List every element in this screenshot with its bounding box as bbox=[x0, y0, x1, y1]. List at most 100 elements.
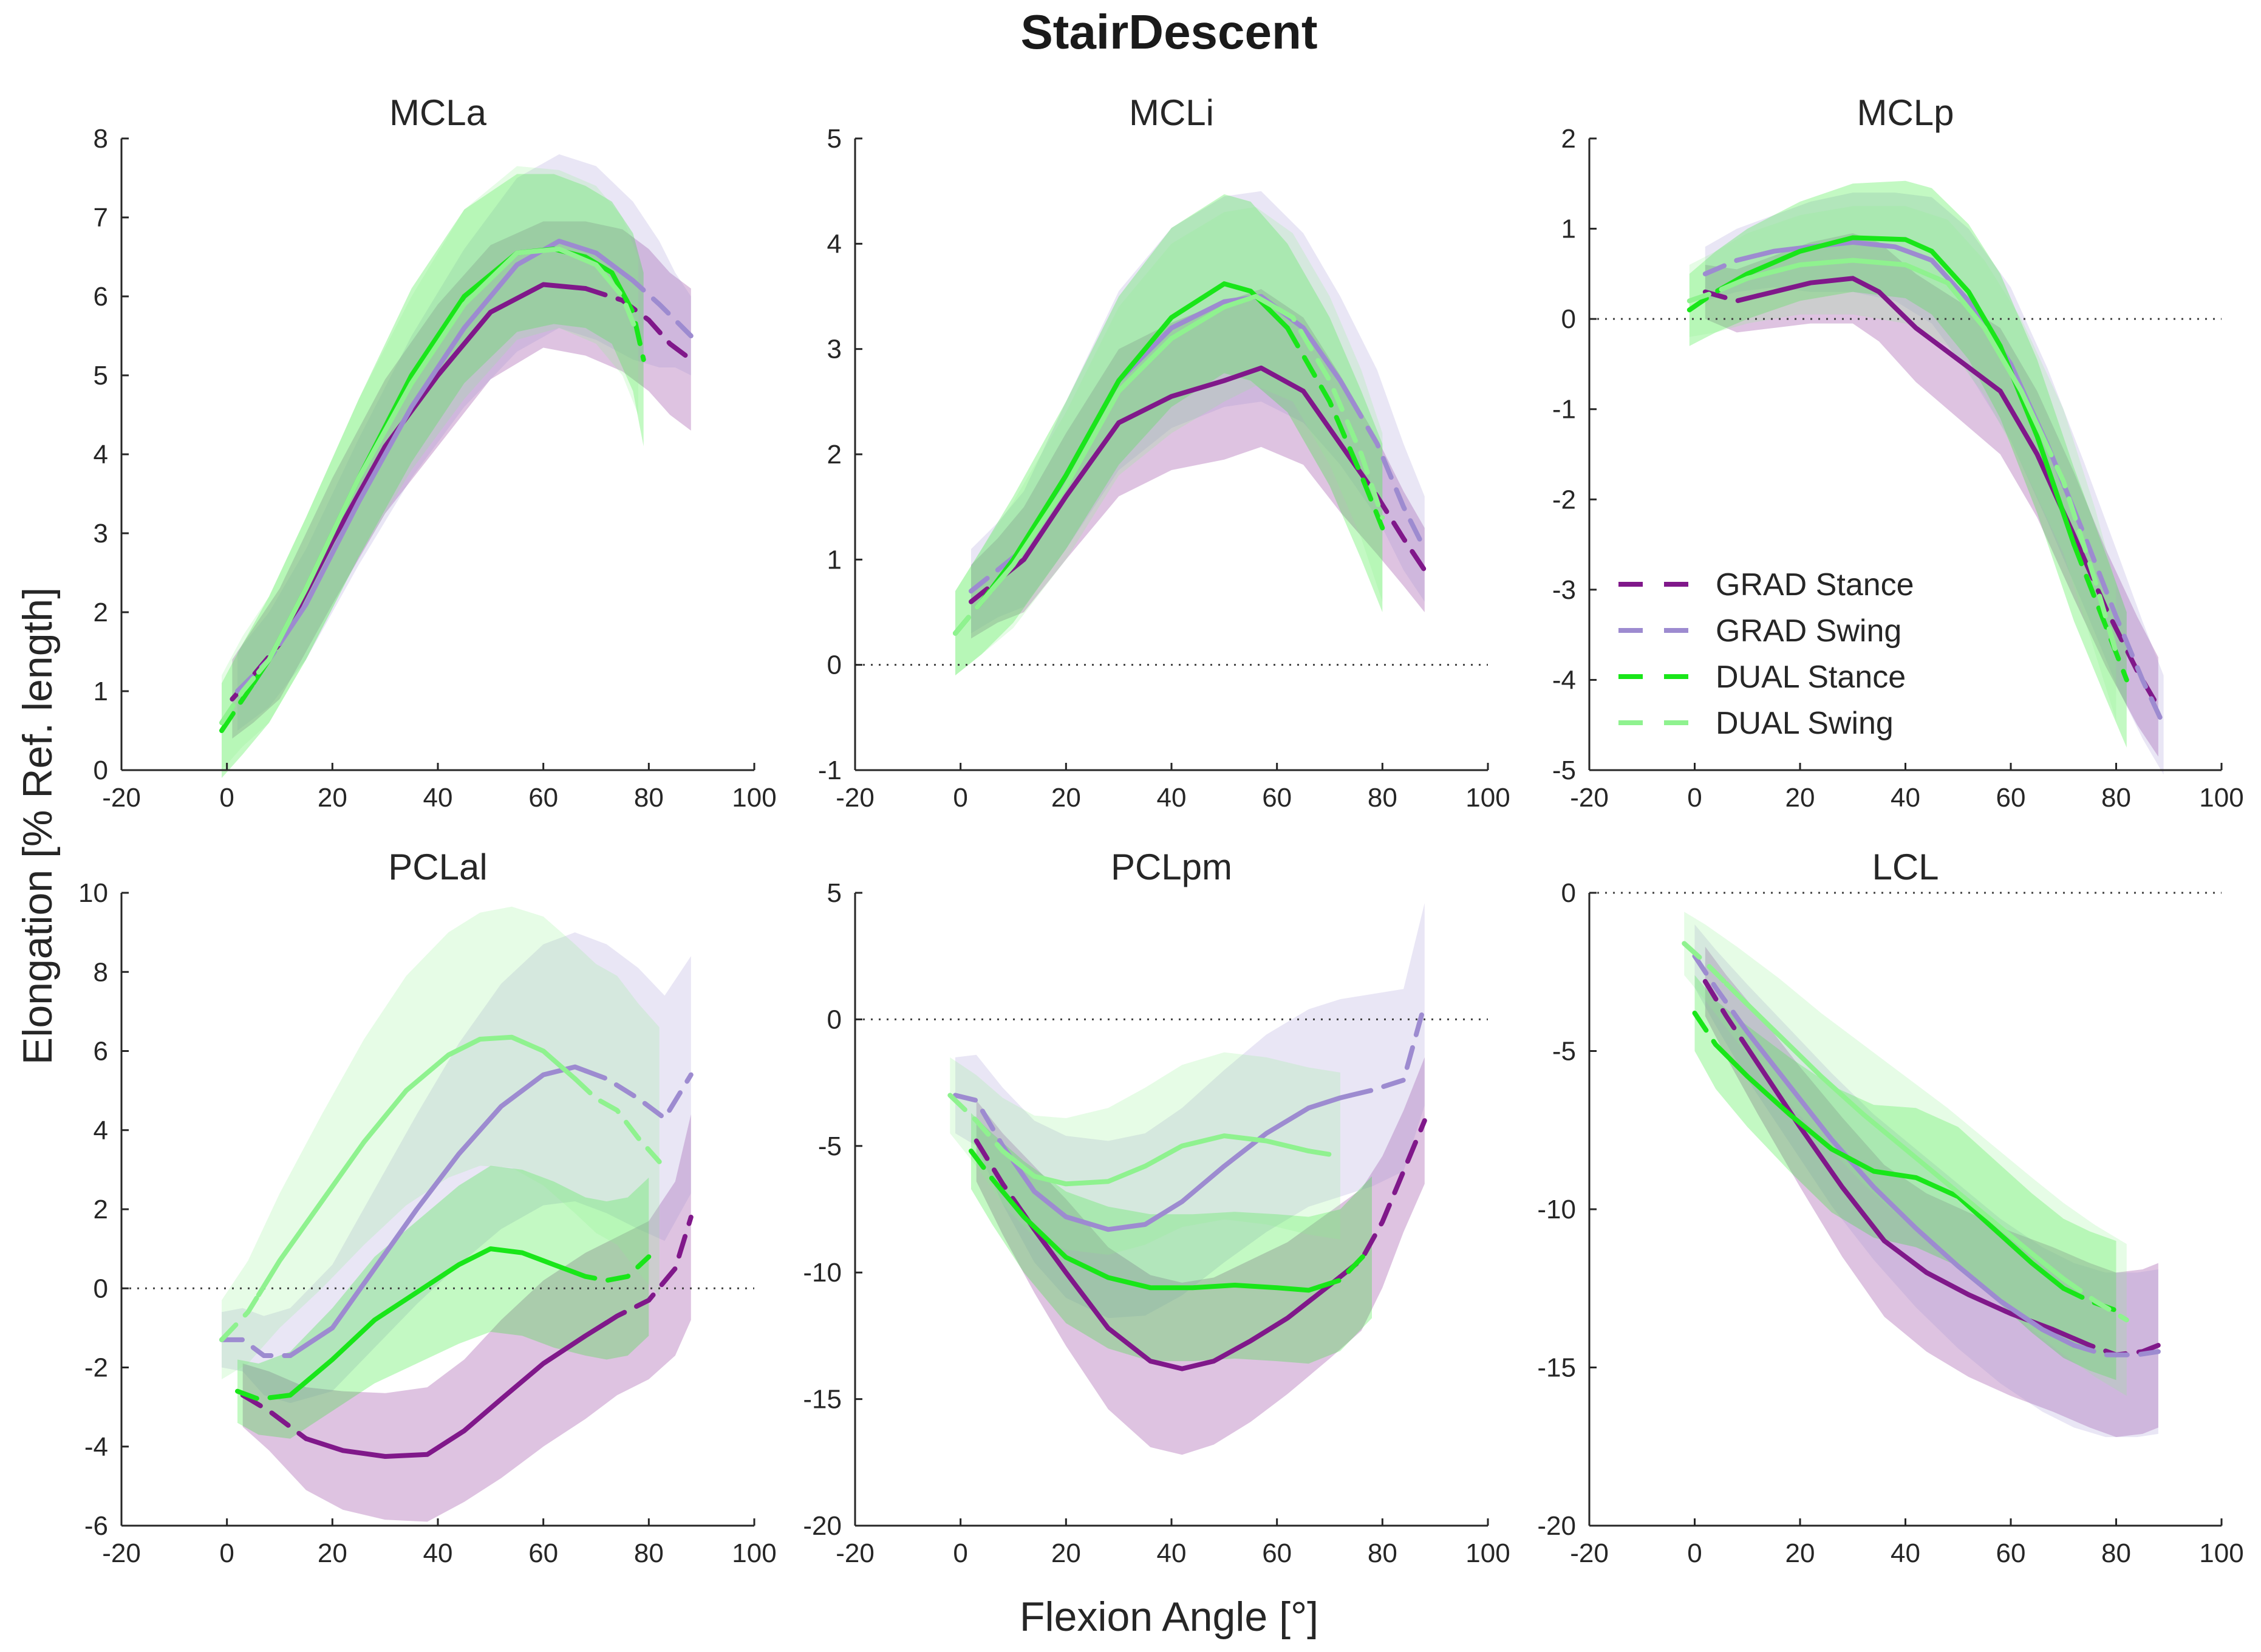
lcl-line-grad-swing-start bbox=[1692, 954, 1739, 1020]
mclp-y-tick-label: -5 bbox=[1552, 756, 1576, 785]
x-axis-label: Flexion Angle [°] bbox=[1020, 1594, 1318, 1640]
pclal-y-tick-label: -6 bbox=[84, 1511, 108, 1541]
lcl-y-tick-label: -10 bbox=[1537, 1195, 1576, 1224]
pclpm-y-tick-label: -15 bbox=[803, 1385, 842, 1415]
lcl-x-tick-label: -20 bbox=[1570, 1538, 1609, 1568]
pclal-x-tick-label: 0 bbox=[219, 1538, 234, 1568]
lcl-y-tick-label: 0 bbox=[1561, 878, 1576, 908]
mclp-line-grad-stance bbox=[1755, 276, 2087, 562]
pclpm-line-dual-swing bbox=[1000, 1133, 1311, 1187]
mcla-y-tick-label: 1 bbox=[94, 677, 108, 706]
pclpm-y-tick-label: -5 bbox=[818, 1131, 842, 1161]
pclal-y-tick-label: 8 bbox=[94, 957, 108, 987]
pclal-line-grad-stance-start bbox=[240, 1393, 309, 1441]
pclal-y-tick-label: 10 bbox=[78, 878, 108, 908]
mclp-y-tick-label: 1 bbox=[1561, 214, 1576, 244]
mcla-y-tick-label: 6 bbox=[94, 282, 108, 312]
lcl-line-grad-swing bbox=[1734, 1014, 2077, 1348]
pclpm-bands bbox=[950, 903, 1425, 1455]
mcli-line-grad-stance-end bbox=[1353, 463, 1427, 573]
lcl-line-grad-swing-end bbox=[2072, 1343, 2161, 1357]
pclal-line-grad-stance bbox=[303, 1320, 609, 1459]
mclp-line-dual-swing bbox=[1724, 258, 2045, 439]
lcl-x-tick-label: 20 bbox=[1785, 1538, 1815, 1568]
lcl-bands bbox=[1684, 912, 2158, 1438]
lcl-line-grad-stance-start bbox=[1702, 978, 1750, 1051]
pclal-x-tick-label: 100 bbox=[732, 1538, 776, 1568]
pclal-line-dual-stance-start bbox=[235, 1388, 282, 1402]
lcl-line-dual-stance bbox=[1724, 1053, 2066, 1291]
panel-mclp: -20 0 20 40 60 80 100 -5 -4 -3 -2 -1 0 1 2 MCLp bbox=[1552, 92, 2244, 813]
mcli-lines bbox=[953, 281, 1427, 636]
pclal-line-dual-swing-end bbox=[572, 1076, 662, 1164]
mcli-y-tick-label: 0 bbox=[827, 650, 842, 680]
mclp-band-grad-swing bbox=[1705, 193, 2164, 775]
legend-item-grad-swing: GRAD Swing bbox=[1618, 613, 1901, 649]
pclal-line-dual-stance-end bbox=[572, 1254, 652, 1283]
pclpm-line-dual-stance-end bbox=[1317, 1244, 1374, 1289]
mclp-y-tick-label: -4 bbox=[1552, 665, 1576, 695]
mcla-band-dual-swing bbox=[222, 166, 638, 770]
pclal-y-tick-label: -4 bbox=[84, 1432, 108, 1462]
pclal-band-grad-swing bbox=[222, 932, 691, 1404]
pclpm-band-dual-stance bbox=[971, 1113, 1372, 1364]
mclp-title: MCLp bbox=[1857, 92, 1954, 133]
mclp-lines bbox=[1686, 235, 2166, 728]
pclpm-line-dual-stance bbox=[1000, 1189, 1322, 1293]
pclal-x-tick-label: 60 bbox=[528, 1538, 558, 1568]
pclal-y-tick-label: -2 bbox=[84, 1353, 108, 1383]
legend-label-dual-stance: DUAL Stance bbox=[1716, 660, 1906, 695]
mcli-y-tick-label: 5 bbox=[827, 124, 842, 154]
pclal-band-grad-stance bbox=[242, 1114, 691, 1522]
pclpm-x-tick-label: 0 bbox=[953, 1538, 967, 1568]
mcla-x-tick-label: -20 bbox=[102, 783, 141, 813]
mcli-line-dual-swing bbox=[989, 294, 1280, 592]
mclp-y-tick-label: -2 bbox=[1552, 485, 1576, 514]
pclal-line-grad-stance-end bbox=[604, 1215, 694, 1325]
pclpm-lines bbox=[947, 1002, 1427, 1371]
mcli-x-tick-label: 100 bbox=[1465, 783, 1510, 813]
mcli-line-grad-stance bbox=[1011, 365, 1359, 571]
mcli-x-tick-label: -20 bbox=[836, 783, 875, 813]
mclp-x-tick-label: -20 bbox=[1570, 783, 1609, 813]
mcli-line-dual-stance-end bbox=[1285, 326, 1385, 531]
pclal-y-tick-label: 0 bbox=[94, 1274, 108, 1303]
pclpm-line-grad-stance bbox=[1021, 1212, 1343, 1371]
lcl-x-tick-label: 40 bbox=[1891, 1538, 1920, 1568]
pclpm-y-tick-label: -20 bbox=[803, 1511, 842, 1541]
pclal-band-dual-stance bbox=[237, 1166, 649, 1439]
mcli-line-grad-swing-end bbox=[1348, 396, 1427, 551]
pclal-bands bbox=[222, 906, 691, 1522]
mclp-band-dual-swing bbox=[1689, 206, 2116, 721]
panel-pclpm: -20 0 20 40 60 80 100 -20 -15 -10 -5 0 5 PCLpm bbox=[803, 847, 1510, 1568]
mcla-y-tick-label: 4 bbox=[94, 440, 108, 469]
mcla-band-grad-stance bbox=[232, 221, 691, 739]
lcl-lines bbox=[1682, 941, 2161, 1357]
mclp-x-tick-label: 20 bbox=[1785, 783, 1815, 813]
lcl-y-tick-label: -20 bbox=[1537, 1511, 1576, 1541]
pclal-title: PCLal bbox=[388, 847, 487, 887]
mcla-y-tick-label: 8 bbox=[94, 124, 108, 154]
mcla-x-tick-label: 80 bbox=[634, 783, 664, 813]
pclal-x-tick-label: -20 bbox=[102, 1538, 141, 1568]
mcli-line-grad-swing-start bbox=[969, 555, 1016, 594]
mcla-lines bbox=[219, 239, 694, 733]
pclpm-band-grad-swing bbox=[955, 903, 1425, 1319]
mcli-y-tick-label: -1 bbox=[818, 756, 842, 785]
mclp-band-dual-stance bbox=[1689, 180, 2127, 748]
mcli-x-tick-label: 0 bbox=[953, 783, 967, 813]
lcl-band-grad-stance bbox=[1705, 946, 2158, 1438]
mcla-y-tick-label: 5 bbox=[94, 361, 108, 391]
legend-item-grad-stance: GRAD Stance bbox=[1618, 567, 1914, 602]
pclal-band-dual-swing bbox=[222, 906, 660, 1379]
mclp-y-tick-label: 2 bbox=[1561, 124, 1576, 154]
mcli-line-dual-swing-start bbox=[953, 587, 995, 636]
mclp-line-dual-swing-start bbox=[1686, 285, 1729, 304]
mcla-band-grad-swing bbox=[237, 154, 691, 731]
mcla-x-tick-label: 40 bbox=[423, 783, 453, 813]
pclpm-x-tick-label: 100 bbox=[1465, 1538, 1510, 1568]
mcla-band-dual-stance bbox=[222, 174, 644, 778]
mclp-y-tick-label: 0 bbox=[1561, 304, 1576, 334]
pclal-line-dual-stance bbox=[277, 1246, 578, 1399]
